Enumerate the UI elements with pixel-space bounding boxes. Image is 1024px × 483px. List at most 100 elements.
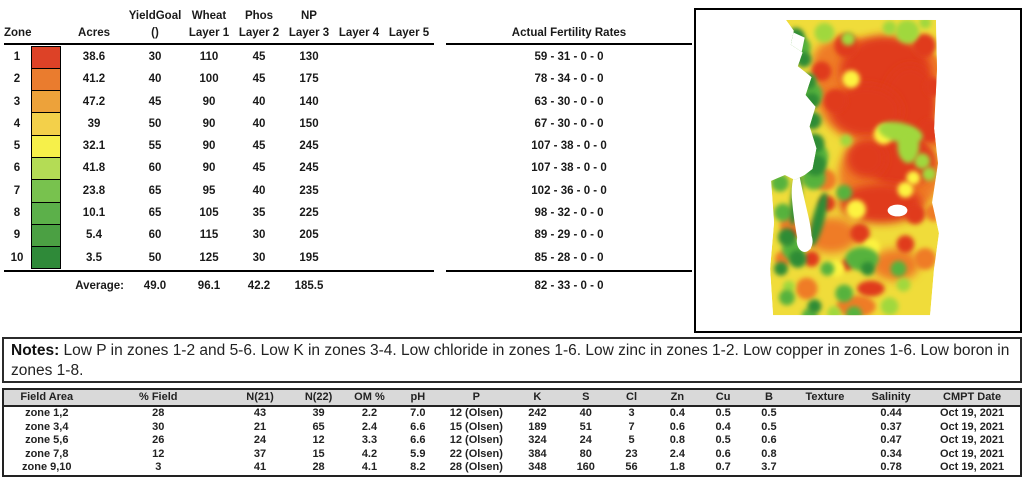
cell-p: 12 (Olsen) (449, 434, 503, 446)
zone-layer2-rate: 45 (252, 140, 266, 153)
zone-layer3-rate: 150 (299, 117, 319, 130)
rates-bottom-rule (446, 269, 692, 273)
zone-acres: 39 (87, 117, 101, 130)
zone-acres: 5.4 (86, 229, 102, 242)
cell-om: 4.2 (361, 447, 378, 460)
cell-texture (792, 461, 858, 476)
cell-n22: 39 (312, 407, 325, 419)
cell-p: 22 (Olsen) (449, 447, 503, 460)
col-texture: Texture (791, 389, 858, 407)
cell-b: 0.5 (761, 420, 777, 433)
average-yield-goal: 49.0 (143, 279, 167, 292)
cell-n22: 15 (312, 447, 325, 460)
cell-field-area: zone 3,4 (25, 420, 69, 433)
cell-cl: 56 (625, 461, 638, 473)
cell-salinity: 0.47 (880, 434, 902, 446)
row-spacer (434, 247, 446, 269)
cell-zn: 2.4 (669, 447, 685, 460)
zone-layer5-rate (384, 91, 434, 113)
zone-color-swatch (30, 179, 62, 203)
cell-om: 2.4 (361, 420, 378, 433)
header-phos: Phos (244, 10, 274, 22)
zone-layer1-rate: 105 (199, 207, 219, 220)
zone-layer5-rate (384, 180, 434, 202)
cell-n22: 28 (312, 461, 325, 473)
cell-k: 348 (528, 461, 547, 473)
cell-b: 0.6 (761, 434, 777, 446)
cell-k: 324 (528, 434, 547, 446)
zone-layer3-rate: 140 (299, 95, 319, 108)
zone-yield-goal: 60 (148, 162, 162, 175)
col-header-layer4: Layer 4 (338, 27, 380, 39)
zone-layer3-rate: 130 (299, 51, 319, 63)
zone-layer2-rate: 30 (252, 251, 266, 264)
header-yieldgoal: YieldGoal (128, 10, 182, 22)
zone-yield-goal: 50 (148, 251, 162, 264)
col-b: B (746, 389, 792, 407)
zone-layer2-rate: 45 (252, 51, 266, 63)
rule-gap (434, 269, 446, 272)
cell-pct-field: 28 (152, 407, 165, 419)
zone-number: 6 (13, 162, 21, 175)
zone-number: 9 (13, 229, 21, 242)
average-layer2: 42.2 (247, 279, 271, 292)
zone-acres: 47.2 (82, 95, 106, 108)
col-zn: Zn (654, 389, 701, 407)
row-spacer (434, 68, 446, 90)
cell-om: 4.1 (361, 461, 378, 473)
zone-acres: 3.5 (86, 251, 102, 264)
zone-yield-goal: 60 (148, 229, 162, 242)
zone-layer3-rate: 175 (299, 73, 319, 86)
cell-cmpt-date: Oct 19, 2021 (939, 420, 1005, 433)
cell-pct-field: 3 (155, 461, 162, 473)
cell-cu: 0.6 (715, 447, 731, 460)
average-layer1: 96.1 (197, 279, 221, 292)
soil-table-header-row: Field Area % Field N(21) N(22) OM % pH P… (3, 389, 1021, 407)
row-spacer (434, 135, 446, 157)
cell-s: 51 (579, 420, 592, 433)
cell-ph: 5.9 (410, 447, 426, 460)
row-spacer (434, 113, 446, 135)
zone-layer4-rate (334, 180, 384, 202)
zone-layer4-rate (334, 135, 384, 157)
cell-field-area: zone 1,2 (25, 407, 69, 419)
cell-cl: 3 (628, 407, 635, 419)
zone-layer5-rate (384, 46, 434, 68)
zone-actual-fertility-rate: 63 - 30 - 0 - 0 (534, 95, 604, 108)
average-label: Average: (75, 279, 124, 292)
notes-text: Low P in zones 1-2 and 5-6. Low K in zon… (11, 342, 1010, 379)
zone-actual-fertility-rate: 98 - 32 - 0 - 0 (534, 207, 604, 220)
zone-number: 4 (13, 117, 21, 130)
rule-gap (434, 42, 446, 45)
zone-number: 5 (13, 140, 21, 153)
col-header-zone: Zone (4, 27, 32, 39)
zone-layer5-rate (384, 113, 434, 135)
zone-layer2-rate: 45 (252, 162, 266, 175)
cell-texture (792, 406, 858, 421)
rates-header-rule (446, 43, 692, 46)
col-n22: N(22) (293, 389, 345, 407)
zone-layer5-rate (384, 68, 434, 90)
zone-layer3-rate: 245 (299, 162, 319, 175)
cell-salinity: 0.34 (880, 447, 902, 460)
header-wheat: Wheat (191, 10, 227, 22)
cell-texture (792, 434, 858, 448)
zone-color-swatch (30, 246, 62, 270)
zone-layer4-rate (334, 91, 384, 113)
zone-layer1-rate: 125 (199, 251, 219, 264)
header-spacer (434, 25, 446, 42)
zone-layer5-rate (384, 247, 434, 269)
avg-spacer (334, 273, 446, 299)
zone-layer4-rate (334, 46, 384, 68)
zone-number: 8 (13, 207, 21, 220)
col-k: K (511, 389, 563, 407)
cell-field-area: zone 9,10 (22, 461, 72, 473)
cell-field-area: zone 7,8 (25, 447, 69, 460)
fertility-zone-map (694, 8, 1022, 333)
soil-sample-table: Field Area % Field N(21) N(22) OM % pH P… (2, 388, 1022, 477)
cell-cmpt-date: Oct 19, 2021 (939, 461, 1005, 473)
bottom-rule (4, 269, 434, 273)
row-spacer (434, 46, 446, 68)
notes-label: Notes: (11, 342, 60, 359)
zone-color-swatch (30, 45, 62, 69)
